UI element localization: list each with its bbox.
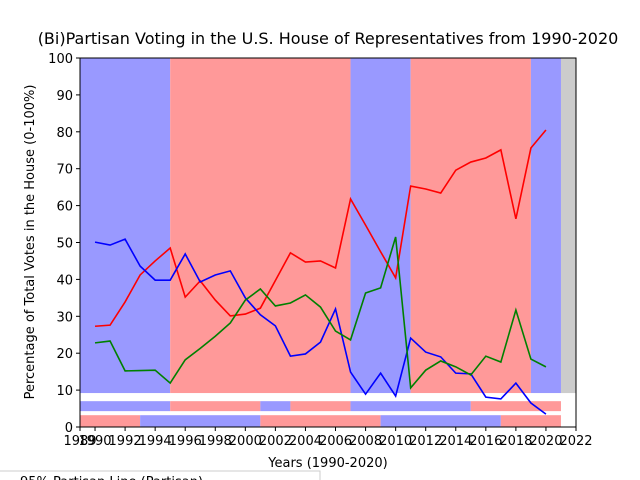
x-tick-label: 1994 (139, 434, 172, 449)
series-line (94, 129, 547, 328)
y-tick-label: 70 (56, 163, 73, 178)
x-tick-label: 1990 (78, 434, 111, 449)
x-tick-label: 1989 (63, 434, 96, 449)
chart-title: (Bi)Partisan Voting in the U.S. House of… (38, 29, 619, 48)
background-span (500, 415, 561, 427)
y-tick-label: 100 (48, 52, 73, 67)
background-span (560, 58, 576, 394)
background-span (80, 415, 141, 427)
background-span (530, 58, 561, 394)
background-span (170, 401, 261, 412)
background-span (410, 58, 531, 394)
y-axis-label: Percentage of Total Votes in the House (… (23, 85, 38, 400)
background-span (350, 401, 471, 412)
x-tick-label: 2014 (439, 434, 472, 449)
y-tick-label: 50 (56, 237, 73, 252)
x-tick-label: 2006 (319, 434, 352, 449)
x-tick-label: 2020 (529, 434, 562, 449)
background-span (170, 58, 351, 394)
background-span (140, 415, 261, 427)
background-span (470, 401, 561, 412)
background-span (260, 415, 381, 427)
background-span (80, 401, 171, 412)
x-tick-label: 2000 (229, 434, 262, 449)
x-tick-label: 2002 (259, 434, 292, 449)
x-tick-label: 2010 (379, 434, 412, 449)
x-tick-label: 1996 (169, 434, 202, 449)
y-tick-label: 40 (56, 273, 73, 288)
y-tick-label: 30 (56, 310, 73, 325)
y-tick-label: 0 (65, 421, 73, 436)
legend-label: 95% Partisan Line (Partisan) (20, 475, 203, 480)
x-tick-label: 2012 (409, 434, 442, 449)
legend-box (0, 470, 321, 480)
y-tick-label: 20 (56, 347, 73, 362)
background-span (80, 58, 171, 394)
x-tick-label: 2008 (349, 434, 382, 449)
y-tick-label: 10 (56, 384, 73, 399)
background-span (260, 401, 291, 412)
x-tick-label: 2018 (499, 434, 532, 449)
y-tick-label: 80 (56, 126, 73, 141)
x-tick-label: 1998 (199, 434, 232, 449)
background-span (380, 415, 501, 427)
y-tick-label: 90 (56, 89, 73, 104)
x-tick-label: 2004 (289, 434, 322, 449)
x-tick-label: 1992 (109, 434, 142, 449)
series-line (94, 236, 547, 390)
x-tick-label: 2016 (469, 434, 502, 449)
y-tick-label: 60 (56, 200, 73, 215)
background-span (290, 401, 351, 412)
x-tick-label: 2022 (559, 434, 592, 449)
x-axis-label: Years (1990-2020) (267, 456, 387, 471)
background-span (350, 58, 411, 394)
